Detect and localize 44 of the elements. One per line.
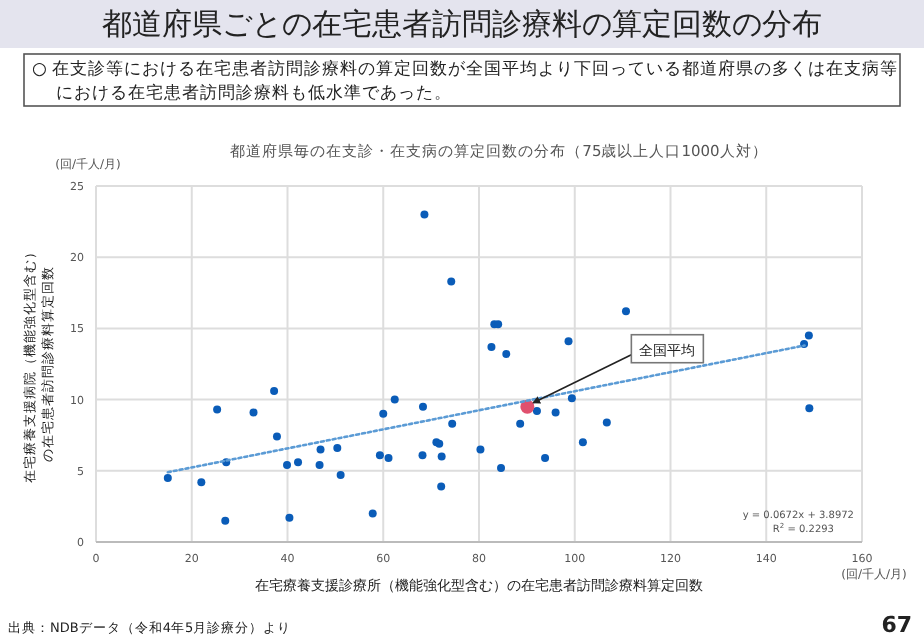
point [270, 387, 279, 396]
point [551, 408, 560, 417]
point [448, 419, 457, 428]
point [418, 402, 427, 411]
point [437, 482, 446, 491]
point [437, 452, 446, 461]
point [283, 461, 292, 470]
point [516, 419, 525, 428]
point [315, 461, 324, 470]
point [375, 451, 384, 460]
point [390, 395, 399, 404]
point [197, 478, 206, 487]
point [418, 451, 427, 460]
point [333, 444, 342, 453]
point [221, 516, 230, 525]
point [336, 471, 345, 480]
point [564, 337, 573, 346]
point [285, 513, 294, 522]
point [420, 210, 429, 219]
point [384, 453, 393, 462]
chart-title: 都道府県ごとの在宅患者訪問診療料の算定回数の分布 [102, 6, 822, 42]
text: 67 [881, 612, 912, 638]
point [487, 342, 496, 351]
point [476, 445, 485, 454]
point [804, 331, 813, 340]
point [294, 458, 303, 467]
point [567, 394, 576, 403]
point [316, 445, 325, 454]
point [447, 277, 456, 286]
point [213, 405, 222, 414]
point [541, 453, 550, 462]
point [621, 307, 630, 316]
point [805, 404, 814, 413]
chart-subtitle: ○ 在支診等における在宅患者訪問診療料の算定回数が全国平均より下回っている都道府県の多くは在支病等における在宅患者訪問診療料も低水準であった。 [32, 58, 899, 104]
point [163, 473, 172, 482]
point [368, 509, 377, 518]
point [379, 409, 388, 418]
point [497, 463, 506, 472]
point [249, 408, 258, 417]
point [578, 438, 587, 447]
point [272, 432, 281, 441]
point [502, 350, 511, 359]
point [532, 406, 541, 415]
point [602, 418, 611, 427]
